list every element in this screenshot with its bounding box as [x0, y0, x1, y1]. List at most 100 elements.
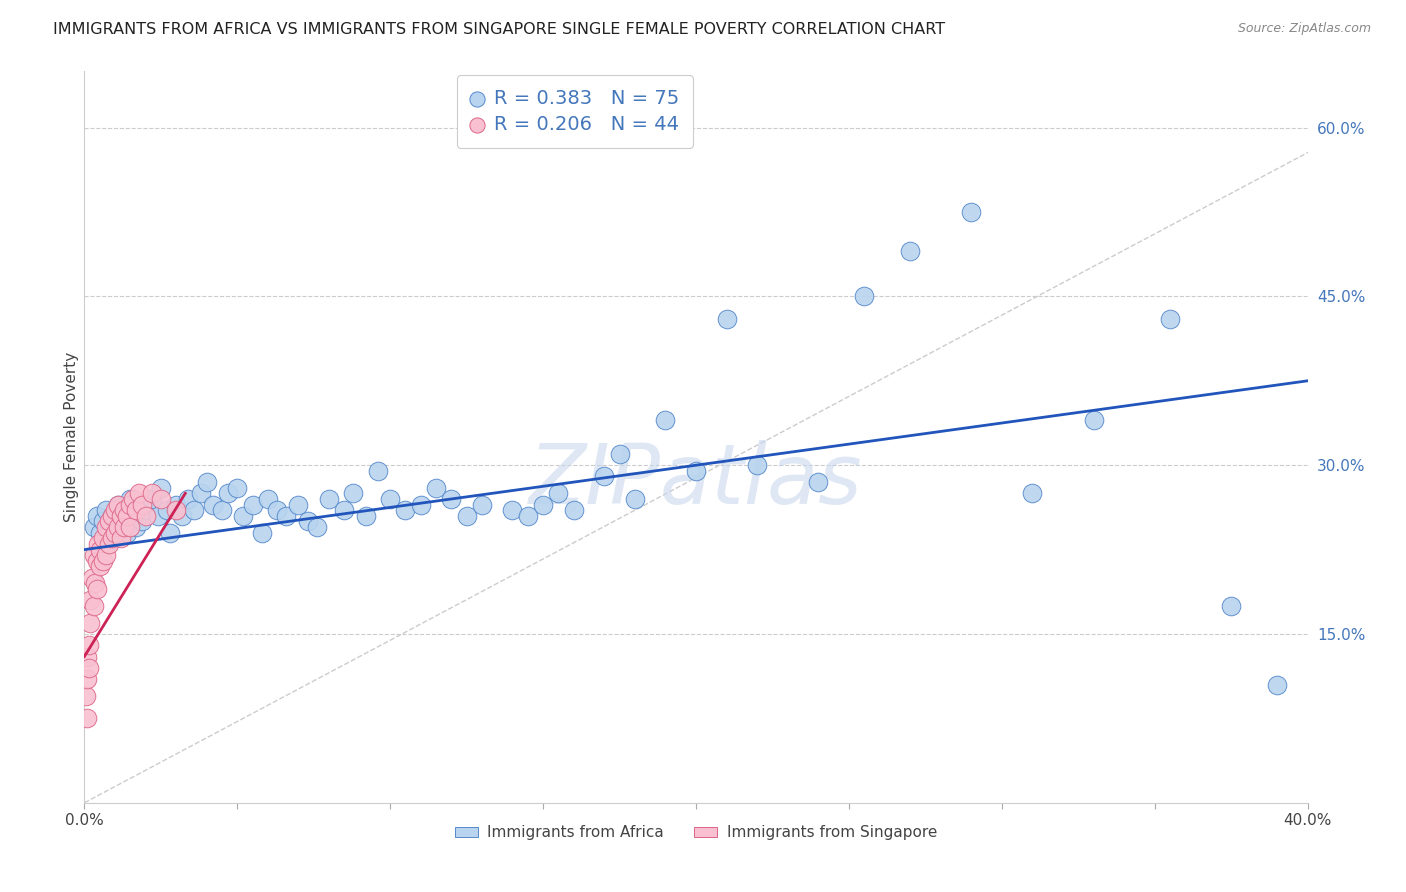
Point — [297, 515, 319, 529]
Point — [318, 491, 340, 506]
Point — [76, 711, 98, 725]
Text: IMMIGRANTS FROM AFRICA VS IMMIGRANTS FROM SINGAPORE SINGLE FEMALE POVERTY CORREL: IMMIGRANTS FROM AFRICA VS IMMIGRANTS FRO… — [53, 22, 946, 37]
Point — [115, 508, 138, 523]
Point — [183, 503, 205, 517]
Point — [242, 498, 264, 512]
Point — [89, 559, 111, 574]
Point — [112, 520, 135, 534]
Point — [91, 532, 114, 546]
Point — [94, 503, 117, 517]
Point — [1220, 599, 1243, 613]
Text: ZIPatlas: ZIPatlas — [529, 441, 863, 522]
Point — [122, 491, 145, 506]
Point — [156, 503, 179, 517]
Point — [342, 486, 364, 500]
Point — [898, 244, 921, 259]
Point — [1021, 486, 1043, 500]
Point — [83, 599, 105, 613]
Point — [1159, 312, 1181, 326]
Point — [333, 503, 356, 517]
Point — [141, 486, 163, 500]
Point — [125, 503, 148, 517]
Point — [201, 498, 224, 512]
Point — [287, 498, 309, 512]
Point — [195, 475, 218, 489]
Point — [86, 582, 108, 596]
Point — [104, 532, 127, 546]
Point — [94, 520, 117, 534]
Point — [104, 503, 127, 517]
Point — [97, 520, 120, 534]
Point — [471, 498, 494, 512]
Point — [380, 491, 402, 506]
Point — [128, 498, 150, 512]
Point — [159, 525, 181, 540]
Point — [104, 525, 127, 540]
Point — [531, 498, 554, 512]
Point — [1265, 678, 1288, 692]
Point — [146, 508, 169, 523]
Point — [83, 548, 105, 562]
Point — [276, 508, 298, 523]
Point — [516, 508, 538, 523]
Point — [654, 413, 676, 427]
Point — [89, 542, 111, 557]
Point — [747, 458, 769, 473]
Point — [217, 486, 239, 500]
Point — [120, 520, 142, 534]
Point — [149, 481, 172, 495]
Point — [190, 486, 212, 500]
Point — [716, 312, 738, 326]
Legend: Immigrants from Africa, Immigrants from Singapore: Immigrants from Africa, Immigrants from … — [449, 819, 943, 847]
Point — [440, 491, 463, 506]
Point — [409, 498, 432, 512]
Point — [79, 593, 101, 607]
Point — [250, 525, 273, 540]
Point — [165, 503, 187, 517]
Point — [120, 498, 142, 512]
Point — [94, 548, 117, 562]
Point — [86, 554, 108, 568]
Point — [456, 508, 478, 523]
Point — [110, 532, 132, 546]
Point — [79, 615, 101, 630]
Point — [562, 503, 585, 517]
Point — [394, 503, 416, 517]
Point — [257, 491, 280, 506]
Point — [101, 532, 124, 546]
Point — [547, 486, 569, 500]
Point — [77, 638, 100, 652]
Point — [1083, 413, 1105, 427]
Point — [165, 498, 187, 512]
Point — [135, 508, 157, 523]
Point — [232, 508, 254, 523]
Point — [112, 503, 135, 517]
Point — [266, 503, 288, 517]
Point — [80, 571, 103, 585]
Point — [83, 520, 105, 534]
Point — [97, 515, 120, 529]
Point — [107, 498, 129, 512]
Point — [112, 503, 135, 517]
Point — [115, 525, 138, 540]
Point — [624, 491, 647, 506]
Point — [120, 491, 142, 506]
Point — [128, 486, 150, 500]
Point — [76, 649, 98, 664]
Point — [367, 464, 389, 478]
Point — [226, 481, 249, 495]
Point — [110, 508, 132, 523]
Point — [685, 464, 707, 478]
Point — [853, 289, 876, 303]
Point — [609, 447, 631, 461]
Point — [77, 661, 100, 675]
Point — [101, 508, 124, 523]
Point — [960, 205, 983, 219]
Point — [172, 508, 194, 523]
Point — [807, 475, 830, 489]
Point — [75, 689, 97, 703]
Point — [211, 503, 233, 517]
Point — [141, 491, 163, 506]
Point — [84, 576, 107, 591]
Point — [107, 498, 129, 512]
